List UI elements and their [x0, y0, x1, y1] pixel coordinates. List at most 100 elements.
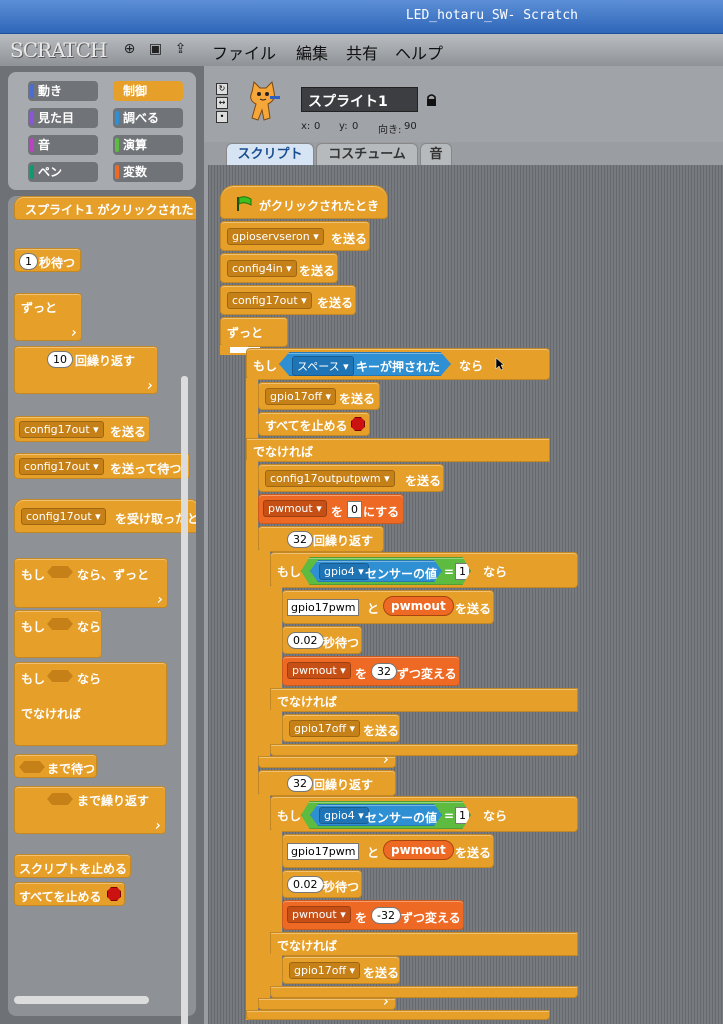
if-else-block[interactable]: もし スペース ▾ キーが押された なら — [246, 348, 550, 380]
palette-broadcast-wait-block[interactable]: config17out ▾ を送って待つ — [14, 453, 190, 479]
sensor-value-block[interactable]: gpio4 ▾ センサーの値 — [310, 560, 442, 582]
message-dropdown[interactable]: config4in ▾ — [227, 260, 297, 277]
category-looks[interactable]: 見た目 — [28, 108, 98, 128]
lock-icon[interactable] — [426, 93, 437, 107]
message-dropdown[interactable]: gpio17off ▾ — [289, 962, 361, 979]
palette-stop-all-block[interactable]: すべてを止める — [14, 882, 125, 906]
palette-if-else-block[interactable]: もし なら でなければ — [14, 662, 167, 746]
palette-vertical-scrollbar[interactable] — [181, 376, 188, 1024]
condition-slot[interactable] — [47, 618, 73, 630]
menu-share[interactable]: 共有 — [346, 44, 379, 63]
equals-value-input[interactable]: 1 — [455, 807, 470, 824]
palette-when-sprite-clicked[interactable]: スプライト1 がクリックされた — [14, 196, 196, 220]
script-area[interactable]: がクリックされたとき gpioservseron ▾ を送る config4in … — [208, 165, 723, 1024]
menu-file[interactable]: ファイル — [212, 44, 277, 63]
change-variable-block[interactable]: pwmout ▾ を 32 ずつ変える — [282, 656, 460, 686]
tab-scripts[interactable]: スクリプト — [226, 143, 314, 165]
change-value-input[interactable]: -32 — [371, 907, 401, 924]
condition-slot[interactable] — [47, 670, 73, 682]
tab-sounds[interactable]: 音 — [420, 143, 452, 165]
save-icon[interactable]: ▣ — [148, 41, 163, 57]
wait-seconds-input[interactable]: 0.02 — [287, 632, 324, 649]
key-dropdown[interactable]: スペース ▾ — [292, 356, 354, 376]
sensor-value-block[interactable]: gpio4 ▾ センサーの値 — [310, 804, 442, 826]
palette-wait-block[interactable]: 1 秒待つ — [14, 248, 81, 272]
no-rotate-icon[interactable]: • — [216, 111, 228, 123]
message-dropdown[interactable]: config17out ▾ — [227, 292, 312, 309]
condition-slot[interactable] — [47, 793, 73, 805]
message-dropdown[interactable]: config17out ▾ — [19, 458, 104, 475]
palette-repeat-until-block[interactable]: まで繰り返す — [14, 786, 166, 834]
if-else-block[interactable]: もし gpio4 ▾ センサーの値 = 1 なら — [270, 552, 578, 588]
variable-dropdown[interactable]: pwmout ▾ — [287, 662, 351, 679]
broadcast-block[interactable]: gpioservseron ▾ を送る — [220, 221, 370, 251]
if-else-block[interactable]: もし gpio4 ▾ センサーの値 = 1 なら — [270, 796, 578, 832]
wait-seconds-input[interactable]: 0.02 — [287, 876, 324, 893]
broadcast-block[interactable]: config17outputpwm ▾ を送る — [258, 464, 444, 492]
rotate-style-icon[interactable]: ↻ — [216, 83, 228, 95]
palette-repeat-block[interactable]: 10 回繰り返す — [14, 346, 158, 394]
when-flag-clicked-block[interactable]: がクリックされたとき — [220, 185, 388, 219]
equals-block[interactable]: gpio4 ▾ センサーの値 = 1 — [301, 801, 471, 829]
share-icon[interactable]: ⇪ — [174, 41, 187, 57]
equals-block[interactable]: gpio4 ▾ センサーの値 = 1 — [301, 557, 471, 585]
broadcast-block[interactable]: gpio17off ▾ を送る — [282, 956, 400, 984]
message-dropdown[interactable]: config17out ▾ — [21, 508, 106, 525]
palette-broadcast-block[interactable]: config17out ▾ を送る — [14, 416, 150, 442]
sprite-name-field[interactable]: スプライト1 — [301, 87, 418, 112]
wait-seconds-input[interactable]: 1 — [19, 253, 38, 270]
flip-style-icon[interactable]: ↔ — [216, 97, 228, 109]
category-variables[interactable]: 変数 — [113, 162, 183, 182]
repeat-count-input[interactable]: 32 — [287, 775, 313, 792]
pwmout-reporter[interactable]: pwmout — [383, 840, 454, 860]
palette-if-block[interactable]: もし なら — [14, 610, 102, 658]
palette-horizontal-scrollbar[interactable] — [14, 996, 149, 1004]
join-text-input[interactable]: gpio17pwm — [287, 599, 360, 616]
forever-block[interactable]: ずっと — [220, 317, 288, 347]
category-sound[interactable]: 音 — [28, 135, 98, 155]
condition-slot[interactable] — [19, 761, 45, 773]
category-control[interactable]: 制御 — [113, 81, 183, 101]
message-dropdown[interactable]: config17outputpwm ▾ — [265, 470, 395, 487]
broadcast-block[interactable]: gpio17off ▾ を送る — [282, 714, 400, 742]
message-dropdown[interactable]: gpio17off ▾ — [265, 388, 337, 405]
menu-help[interactable]: ヘルプ — [395, 44, 444, 63]
repeat-block[interactable]: 32 回繰り返す — [258, 526, 384, 552]
globe-icon[interactable]: ⊕ — [123, 41, 136, 57]
repeat-block[interactable]: 32 回繰り返す — [258, 770, 396, 796]
message-dropdown[interactable]: gpioservseron ▾ — [227, 228, 324, 245]
palette-when-receive-block[interactable]: config17out ▾ を受け取ったと — [14, 499, 196, 533]
palette-if-forever-block[interactable]: もし なら、ずっと — [14, 558, 168, 608]
broadcast-join-block[interactable]: gpio17pwm と pwmout を送る — [282, 834, 494, 868]
repeat-count-input[interactable]: 10 — [47, 351, 73, 368]
palette-stop-script-block[interactable]: スクリプトを止める — [14, 854, 131, 878]
key-pressed-block[interactable]: スペース ▾ キーが押された — [279, 352, 451, 376]
variable-dropdown[interactable]: pwmout ▾ — [263, 500, 327, 517]
repeat-count-input[interactable]: 32 — [287, 531, 313, 548]
join-text-input[interactable]: gpio17pwm — [287, 843, 360, 860]
category-pen[interactable]: ペン — [28, 162, 98, 182]
palette-wait-until-block[interactable]: まで待つ — [14, 754, 97, 778]
equals-value-input[interactable]: 1 — [455, 563, 470, 580]
tab-costumes[interactable]: コスチューム — [316, 143, 418, 165]
palette-forever-block[interactable]: ずっと — [14, 293, 82, 341]
sensor-dropdown[interactable]: gpio4 ▾ — [319, 563, 369, 580]
change-value-input[interactable]: 32 — [371, 663, 397, 680]
variable-dropdown[interactable]: pwmout ▾ — [287, 906, 351, 923]
message-dropdown[interactable]: config17out ▾ — [19, 421, 104, 438]
stop-all-block[interactable]: すべてを止める — [258, 412, 370, 436]
broadcast-block[interactable]: config17out ▾ を送る — [220, 285, 356, 315]
category-motion[interactable]: 動き — [28, 81, 98, 101]
set-variable-block[interactable]: pwmout ▾ を 0 にする — [258, 494, 404, 524]
sensor-dropdown[interactable]: gpio4 ▾ — [319, 807, 369, 824]
broadcast-block[interactable]: config4in ▾ を送る — [220, 253, 338, 283]
category-operators[interactable]: 演算 — [113, 135, 183, 155]
change-variable-block[interactable]: pwmout ▾ を -32 ずつ変える — [282, 900, 464, 930]
broadcast-block[interactable]: gpio17off ▾ を送る — [258, 382, 380, 410]
set-value-input[interactable]: 0 — [347, 501, 362, 518]
condition-slot[interactable] — [47, 566, 73, 578]
category-sensing[interactable]: 調べる — [113, 108, 183, 128]
menu-edit[interactable]: 編集 — [296, 44, 329, 63]
message-dropdown[interactable]: gpio17off ▾ — [289, 720, 361, 737]
broadcast-join-block[interactable]: gpio17pwm と pwmout を送る — [282, 590, 494, 624]
